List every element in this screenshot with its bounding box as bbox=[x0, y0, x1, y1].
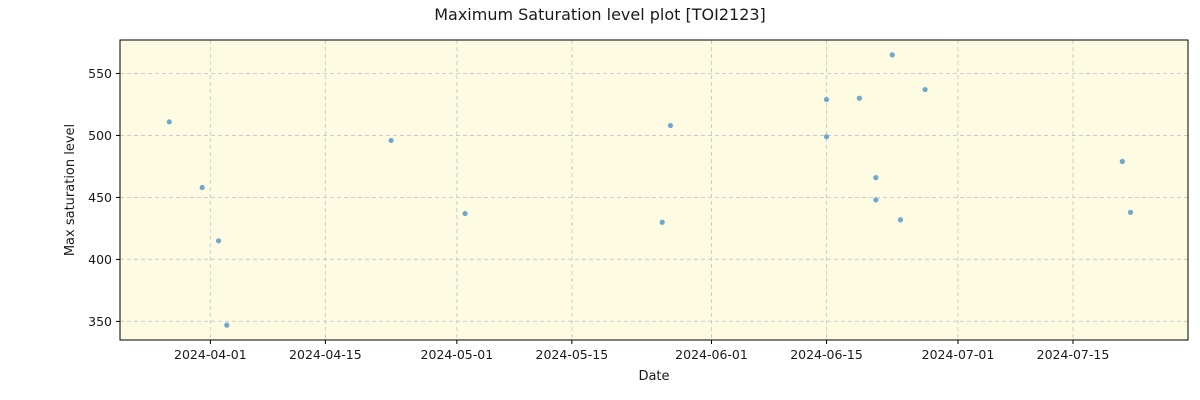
data-points bbox=[166, 52, 1134, 328]
data-point bbox=[1119, 158, 1125, 165]
plot-area bbox=[120, 40, 1188, 340]
x-tick-label: 2024-05-01 bbox=[421, 347, 494, 362]
data-point bbox=[922, 86, 928, 93]
data-point bbox=[1127, 209, 1134, 215]
data-point bbox=[215, 238, 222, 244]
data-point bbox=[199, 184, 205, 191]
x-tick-label: 2024-05-15 bbox=[536, 347, 609, 362]
data-point bbox=[897, 217, 904, 223]
x-tick-label: 2024-07-01 bbox=[922, 347, 995, 362]
data-point bbox=[166, 119, 172, 125]
data-point bbox=[667, 122, 674, 129]
x-axis-label: Date bbox=[638, 369, 669, 384]
y-tick-label: 500 bbox=[88, 128, 112, 143]
data-point bbox=[873, 197, 879, 203]
grid-lines bbox=[120, 40, 1188, 340]
y-tick-label: 400 bbox=[88, 252, 112, 267]
x-tick-label: 2024-04-15 bbox=[289, 347, 362, 362]
data-point bbox=[659, 219, 665, 225]
data-point bbox=[388, 137, 394, 144]
x-tick-label: 2024-06-15 bbox=[790, 347, 863, 362]
data-point bbox=[889, 52, 895, 58]
y-tick-label: 450 bbox=[88, 190, 112, 205]
y-tick-label: 550 bbox=[88, 66, 112, 81]
y-axis-ticks: 350 400 450 500 550 bbox=[88, 66, 120, 329]
x-tick-label: 2024-06-01 bbox=[675, 347, 748, 362]
y-axis-label: Max saturation level bbox=[63, 124, 78, 256]
data-point bbox=[823, 134, 830, 140]
y-tick-label: 350 bbox=[88, 314, 112, 329]
data-point bbox=[224, 322, 230, 328]
data-point bbox=[873, 175, 879, 181]
chart-title: Maximum Saturation level plot [TOI2123] bbox=[434, 5, 766, 24]
data-point bbox=[823, 96, 830, 103]
x-tick-label: 2024-07-15 bbox=[1037, 347, 1110, 362]
data-point bbox=[462, 210, 468, 217]
x-axis-ticks: 2024-04-01 2024-04-15 2024-05-01 2024-05-15… bbox=[174, 340, 1109, 362]
x-tick-label: 2024-04-01 bbox=[174, 347, 247, 362]
axes-frame bbox=[119, 39, 1189, 341]
data-point bbox=[856, 95, 862, 101]
